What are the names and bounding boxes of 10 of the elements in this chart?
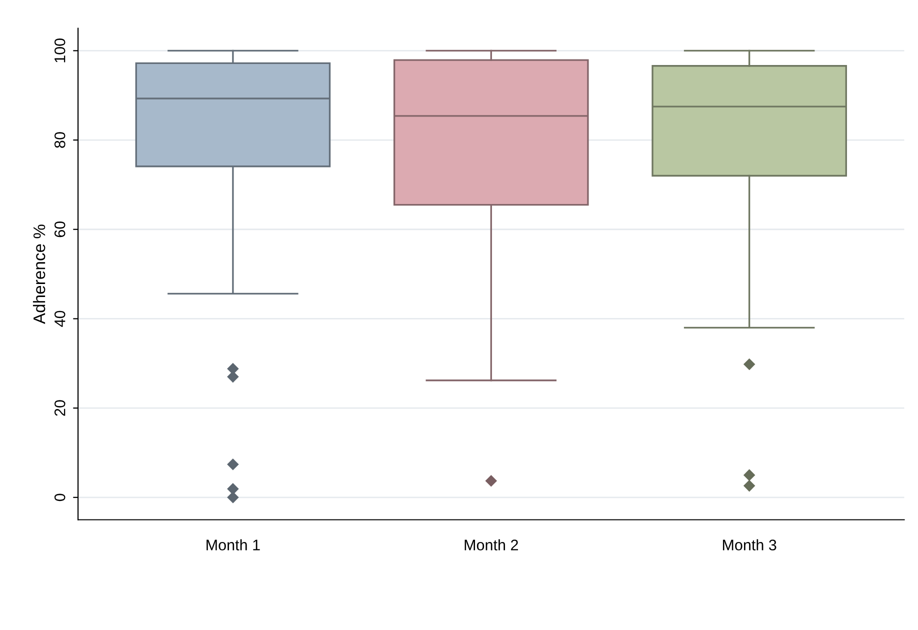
- y-tick-label: 80: [54, 132, 66, 148]
- y-tick-label: 60: [54, 221, 66, 238]
- x-tick-label: Month 2: [464, 539, 518, 550]
- y-tick-label: 0: [54, 494, 66, 502]
- x-tick-label: Month 3: [722, 539, 776, 550]
- y-tick-label: 40: [54, 310, 66, 327]
- y-axis-title: Adherence %: [32, 224, 46, 324]
- x-tick-label: Month 1: [206, 539, 260, 550]
- y-tick-label: 20: [54, 400, 66, 416]
- y-tick-label: 100: [54, 38, 66, 62]
